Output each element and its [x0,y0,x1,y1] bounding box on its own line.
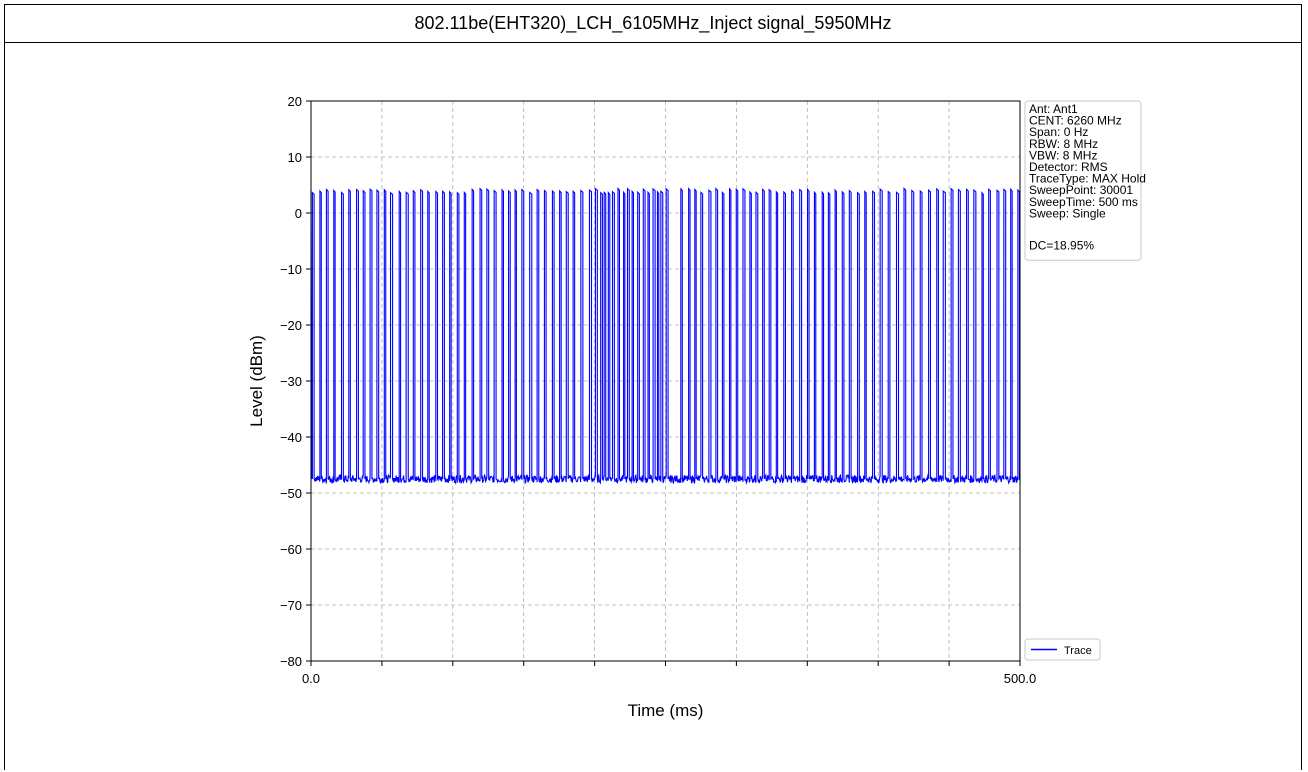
info-line: Ant: Ant1 [1029,102,1078,116]
info-line: VBW: 8 MHz [1029,148,1097,162]
y-tick-label: −80 [280,654,302,669]
info-line: SweepTime: 500 ms [1029,195,1138,209]
y-axis-label: Level (dBm) [247,335,266,427]
y-tick-label: 0 [295,206,302,221]
info-line: CENT: 6260 MHz [1029,114,1122,128]
y-tick-label: −30 [280,374,302,389]
y-tick-label: −50 [280,486,302,501]
info-line: TraceType: MAX Hold [1029,172,1146,186]
x-tick-label: 0.0 [302,671,320,686]
y-tick-label: −20 [280,318,302,333]
info-line: DC=18.95% [1029,239,1094,253]
legend-frame [1024,638,1101,661]
x-tick-label: 500.0 [1004,671,1037,686]
y-tick-label: −10 [280,262,302,277]
trace-series [310,187,1021,485]
y-tick-label: −70 [280,598,302,613]
axis-ticks: 20 10 0 −10 −20 −30 −40 −50 −60 −70 −800.0 500.0 [280,94,1036,686]
info-line: RBW: 8 MHz [1029,137,1098,151]
info-box-frame [1024,100,1142,261]
info-line: SweepPoint: 30001 [1029,183,1133,197]
legend-label: Trace [1064,645,1092,657]
chart-title: 802.11be(EHT320)_LCH_6105MHz_Inject sign… [5,5,1301,43]
info-line: Sweep: Single [1029,206,1106,220]
y-tick-label: −40 [280,430,302,445]
info-line: Span: 0 Hz [1029,125,1088,139]
y-tick-label: 20 [288,94,302,109]
info-line: Detector: RMS [1029,160,1108,174]
trace-line [310,187,1021,485]
legend: Trace [1024,638,1101,661]
x-axis-label: Time (ms) [628,701,704,720]
report-frame: 802.11be(EHT320)_LCH_6105MHz_Inject sign… [4,4,1302,770]
y-tick-label: 10 [288,150,302,165]
y-tick-label: −60 [280,542,302,557]
